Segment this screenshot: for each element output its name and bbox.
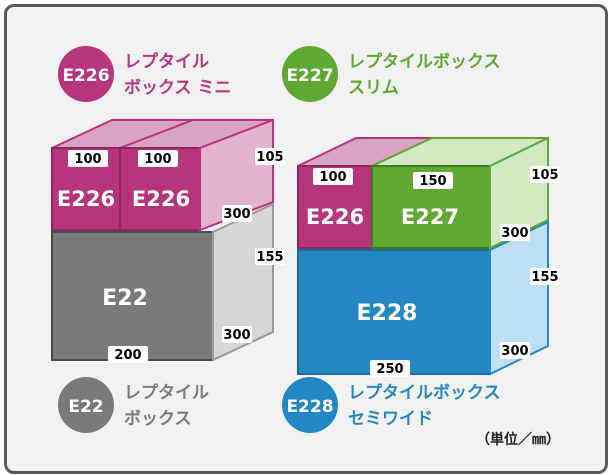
svg-text:300: 300 [223, 207, 250, 222]
right-top-b-label: E227 [401, 205, 459, 229]
svg-text:E22: E22 [68, 397, 103, 417]
legend-e227: E227 レプタイルボックス スリム [282, 46, 501, 102]
svg-text:105: 105 [531, 168, 558, 183]
right-top-box-a: E226 [297, 137, 433, 249]
svg-text:E228: E228 [286, 397, 333, 417]
svg-text:100: 100 [74, 152, 101, 167]
right-top-a-label: E226 [306, 205, 364, 229]
svg-text:300: 300 [501, 226, 528, 241]
right-top-box-b: E227 [371, 136, 549, 250]
left-dims: 100 100 105 300 155 300 200 [68, 148, 285, 363]
left-top-box-a: E226 [51, 119, 194, 231]
svg-text:155: 155 [531, 270, 558, 285]
svg-text:レプタイルボックス: レプタイルボックス [348, 382, 501, 403]
right-bottom-box: E228 [297, 220, 549, 376]
svg-text:ボックス: ボックス [124, 409, 192, 429]
right-dims: 100 150 105 300 155 300 250 [313, 166, 560, 377]
svg-text:ボックス ミニ: ボックス ミニ [124, 78, 231, 98]
svg-text:レプタイル: レプタイル [124, 51, 209, 72]
legend-e22: E22 レプタイル ボックス [58, 377, 209, 433]
left-top-box-b: E226 [119, 118, 274, 232]
legend-e228: E228 レプタイルボックス セミワイド [282, 377, 501, 433]
right-bottom-label: E228 [357, 301, 418, 326]
unit-note: （単位／㎜） [476, 431, 560, 448]
left-top-a-label: E226 [57, 187, 115, 211]
svg-text:セミワイド: セミワイド [348, 409, 433, 429]
svg-text:E227: E227 [286, 66, 333, 86]
left-top-b-label: E226 [132, 187, 190, 211]
svg-text:155: 155 [256, 250, 283, 265]
legend-e226: E226 レプタイル ボックス ミニ [58, 46, 231, 102]
svg-text:E226: E226 [62, 66, 109, 86]
svg-text:100: 100 [144, 152, 171, 167]
svg-text:150: 150 [419, 174, 446, 189]
svg-text:105: 105 [256, 150, 283, 165]
svg-text:250: 250 [376, 362, 403, 377]
left-bottom-label: E22 [102, 286, 148, 311]
left-bottom-box: E22 [51, 202, 274, 362]
svg-text:レプタイル: レプタイル [124, 382, 209, 403]
svg-text:100: 100 [319, 170, 346, 185]
svg-text:300: 300 [501, 344, 528, 359]
svg-text:300: 300 [223, 328, 250, 343]
svg-text:200: 200 [114, 348, 141, 363]
svg-text:レプタイルボックス: レプタイルボックス [348, 51, 501, 72]
svg-text:スリム: スリム [348, 78, 399, 98]
